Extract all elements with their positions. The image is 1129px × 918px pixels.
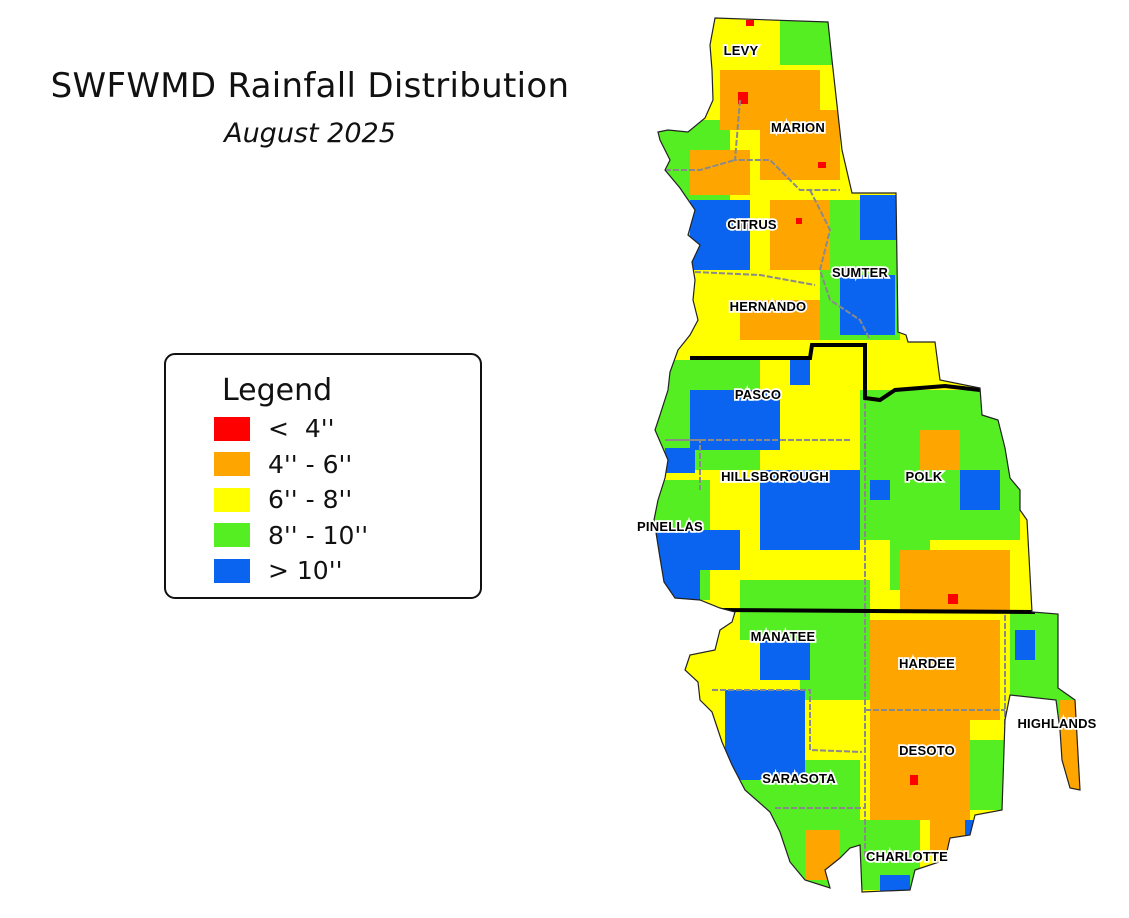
rain-cell: [960, 470, 1000, 510]
rain-cell: [665, 448, 695, 473]
rain-cell: [870, 480, 890, 500]
legend-item-6-8: 6'' - 8'': [214, 482, 368, 518]
rain-cell: [818, 162, 826, 168]
rain-over-10-zones: [655, 195, 1035, 892]
legend-box: Legend < 4'' 4'' - 6'' 6'' - 8'' 8'' - 1…: [164, 353, 482, 599]
county-label-highlands: HIGHLANDS: [1017, 716, 1096, 731]
region-boundary-north: [690, 343, 981, 403]
rain-cell: [805, 830, 840, 880]
region-boundaries: [690, 343, 1036, 614]
county-label-desoto: DESOTO: [899, 743, 955, 758]
rain-under-4-spots: [738, 20, 958, 785]
rain-cell: [920, 430, 960, 470]
legend-label: 8'' - 10'': [268, 520, 369, 550]
county-label-hernando: HERNANDO: [730, 299, 807, 314]
rain-cell: [796, 218, 802, 224]
legend-item-over-10: > 10'': [214, 553, 368, 589]
legend-label: > 10'': [268, 556, 343, 586]
county-label-hillsborough: HILLSBOROUGH: [721, 469, 829, 484]
boundary-pinellas: [665, 439, 701, 490]
rain-4-6-zones: [690, 70, 1080, 880]
rain-cell: [870, 620, 1000, 720]
boundary-citrus-hernando: [694, 271, 816, 286]
legend-swatch-blue: [214, 558, 250, 583]
boundary-levy-marion: [733, 99, 840, 191]
rain-cell: [860, 195, 900, 240]
rain-cell: [738, 92, 748, 104]
legend-swatch-orange: [214, 452, 250, 477]
rain-cell: [700, 530, 740, 570]
county-label-citrus: CITRUS: [727, 217, 777, 232]
rain-cell: [690, 200, 750, 270]
rain-cell: [840, 275, 895, 335]
legend-label: 4'' - 6'': [268, 449, 353, 479]
rain-cell: [948, 594, 958, 604]
county-label-polk: POLK: [906, 469, 943, 484]
rain-cell: [740, 300, 820, 340]
rain-cell: [800, 640, 870, 700]
legend-item-8-10: 8'' - 10'': [214, 518, 368, 554]
boundary-manatee-sarasota: [712, 689, 863, 753]
legend-item-under-4: < 4'': [214, 411, 368, 447]
rainfall-raster: [654, 18, 1080, 892]
rain-cell: [1015, 630, 1035, 660]
boundary-citrus-sumter: [809, 189, 871, 341]
rain-cell: [690, 150, 750, 195]
county-label-manatee: MANATEE: [751, 629, 816, 644]
rain-cell: [770, 200, 830, 270]
legend-items: < 4'' 4'' - 6'' 6'' - 8'' 8'' - 10'' > 1…: [214, 411, 368, 589]
rain-cell: [880, 875, 910, 892]
rain-cell: [1060, 700, 1080, 790]
county-label-levy: LEVY: [724, 43, 759, 58]
rain-cell: [910, 775, 918, 785]
rain-cell: [725, 690, 805, 780]
legend-swatch-yellow: [214, 487, 250, 512]
rain-cell: [790, 360, 810, 385]
region-boundary-south: [719, 608, 1036, 614]
legend-label: < 4'': [268, 414, 335, 444]
legend-title: Legend: [222, 373, 333, 408]
rain-cell: [780, 20, 840, 65]
rain-cell: [870, 720, 970, 820]
legend-label: 6'' - 8'': [268, 485, 353, 515]
county-labels: LEVY MARION CITRUS SUMTER HERNANDO PASCO…: [635, 41, 1098, 866]
county-label-pasco: PASCO: [735, 387, 781, 402]
legend-item-4-6: 4'' - 6'': [214, 447, 368, 483]
legend-swatch-green: [214, 523, 250, 548]
rain-cell: [965, 820, 990, 840]
rain-cell: [930, 820, 970, 850]
boundary-marion-citrus: [665, 159, 736, 171]
county-label-sarasota: SARASOTA: [762, 771, 836, 786]
county-boundaries: [665, 99, 1006, 860]
county-label-marion: MARION: [771, 120, 825, 135]
county-label-hardee: HARDEE: [899, 656, 955, 671]
rain-cell: [746, 20, 754, 26]
county-label-charlotte: CHARLOTTE: [866, 849, 948, 864]
rain-cell: [760, 110, 840, 180]
rain-cell: [760, 640, 810, 680]
rain-cell: [760, 470, 860, 550]
legend-swatch-red: [214, 416, 250, 441]
map-title: SWFWMD Rainfall Distribution: [50, 66, 570, 106]
county-label-pinellas: PINELLAS: [637, 519, 703, 534]
county-label-sumter: SUMTER: [832, 265, 889, 280]
map-subtitle: August 2025: [224, 118, 396, 149]
